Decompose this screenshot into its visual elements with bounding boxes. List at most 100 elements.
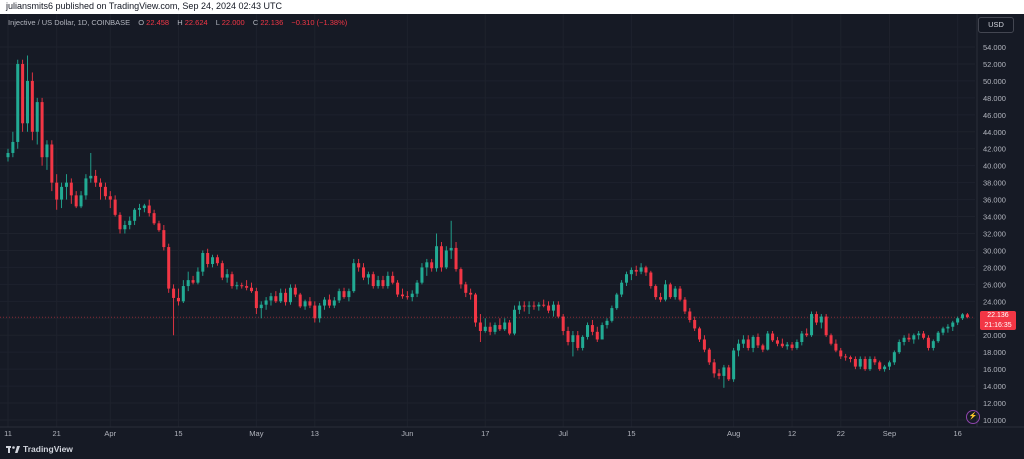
candle-body (634, 269, 638, 272)
candle-body (425, 262, 429, 268)
candle-body (547, 305, 551, 311)
candle-body (454, 247, 458, 270)
candle-body (951, 322, 955, 327)
candle-body (435, 246, 439, 269)
candle-body (103, 186, 107, 197)
candle-body (586, 325, 590, 337)
candle-body (128, 220, 132, 226)
candle-body (678, 288, 682, 300)
candle-body (69, 182, 73, 196)
candle-body (137, 208, 141, 210)
candle-body (717, 373, 721, 376)
tradingview-logo[interactable]: TradingView (6, 444, 73, 454)
y-tick-label: 42.000 (983, 145, 1006, 154)
candle-body (293, 287, 297, 295)
candle-body (956, 318, 960, 323)
candle-body (196, 271, 200, 283)
x-tick-label: May (249, 429, 263, 438)
chart-area[interactable] (0, 14, 1024, 459)
candle-body (581, 336, 585, 348)
candle-body (152, 213, 156, 224)
candle-body (25, 80, 29, 124)
candle-body (181, 286, 185, 302)
candle-body (551, 304, 555, 311)
candle-body (45, 144, 49, 158)
candle-body (503, 322, 507, 330)
candle-body (785, 344, 789, 347)
candle-body (259, 304, 263, 309)
candle-body (342, 291, 346, 298)
low-value: 22.000 (221, 18, 245, 27)
symbol-title[interactable]: Injective / US Dollar, 1D, COINBASE (8, 18, 131, 27)
candle-body (391, 275, 395, 283)
y-tick-label: 12.000 (983, 399, 1006, 408)
candle-body (819, 316, 823, 323)
candle-body (298, 294, 302, 307)
y-tick-label: 34.000 (983, 213, 1006, 222)
y-tick-label: 32.000 (983, 230, 1006, 239)
candle-body (790, 344, 794, 348)
candle-body (40, 102, 44, 158)
candle-body (736, 343, 741, 351)
candle-body (615, 294, 619, 309)
flash-icon[interactable]: ⚡ (966, 410, 980, 424)
candle-body (824, 316, 828, 336)
candle-body (702, 339, 706, 350)
candle-body (323, 299, 327, 306)
candle-body (751, 336, 755, 348)
candle-body (576, 335, 580, 348)
candle-body (89, 175, 93, 179)
candle-body (469, 292, 473, 295)
candle-body (795, 342, 799, 348)
candle-body (805, 333, 809, 336)
candle-body (269, 296, 273, 301)
candle-body (693, 319, 697, 329)
y-tick-label: 36.000 (983, 196, 1006, 205)
candle-body (60, 186, 64, 200)
candle-body (746, 339, 750, 348)
candle-body (332, 300, 336, 306)
candle-body (668, 284, 672, 298)
candle-body (917, 333, 921, 336)
candle-body (240, 285, 244, 287)
candle-body (230, 274, 234, 287)
open-value: 22.458 (146, 18, 170, 27)
candle-body (284, 292, 288, 303)
y-tick-label: 40.000 (983, 162, 1006, 171)
candle-body (629, 269, 633, 275)
candle-body (512, 309, 516, 334)
candle-body (522, 305, 526, 307)
candle-body (337, 291, 341, 301)
candle-body (688, 311, 692, 320)
last-price-value: 22.136 (987, 312, 1009, 320)
candle-body (887, 362, 891, 367)
candle-body (142, 205, 146, 209)
currency-button[interactable]: USD (978, 17, 1014, 33)
candle-body (829, 335, 833, 344)
candle-body (279, 292, 283, 302)
candle-body (79, 195, 83, 207)
candle-body (308, 301, 312, 306)
candle-body (176, 297, 180, 302)
candle-body (624, 274, 628, 283)
candle-body (386, 275, 390, 287)
candle-body (94, 175, 98, 183)
high-value: 22.624 (184, 18, 208, 27)
candle-body (849, 357, 853, 359)
candle-body (162, 230, 166, 248)
candle-body (430, 262, 434, 269)
candle-body (561, 316, 565, 331)
top-banner: juliansmits6 published on TradingView.co… (0, 0, 1024, 14)
candle-body (673, 288, 677, 298)
candle-body (400, 294, 404, 297)
x-tick-label: 16 (953, 429, 961, 438)
candle-body (108, 196, 112, 200)
candle-body (878, 362, 882, 370)
candle-body (172, 288, 176, 298)
candle-body (21, 63, 25, 124)
candle-body (926, 337, 930, 348)
y-tick-label: 54.000 (983, 43, 1006, 52)
candle-body (133, 209, 137, 221)
candle-body (571, 335, 575, 343)
